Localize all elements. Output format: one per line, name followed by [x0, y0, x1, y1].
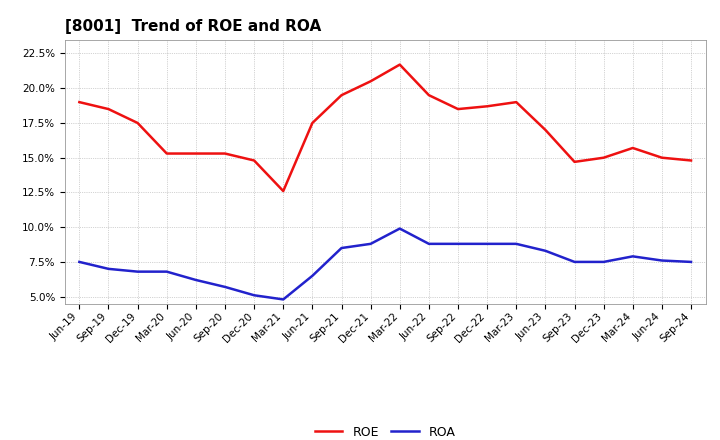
- ROA: [570, 259, 579, 264]
- ROA: [366, 241, 375, 246]
- ROE: [192, 151, 200, 156]
- ROA: [75, 259, 84, 264]
- ROE: [657, 155, 666, 160]
- ROA: [250, 293, 258, 298]
- ROE: [395, 62, 404, 67]
- ROE: [366, 79, 375, 84]
- ROA: [395, 226, 404, 231]
- ROA: [599, 259, 608, 264]
- ROE: [541, 127, 550, 132]
- Line: ROA: ROA: [79, 228, 691, 300]
- ROE: [250, 158, 258, 163]
- ROA: [192, 277, 200, 282]
- ROA: [657, 258, 666, 263]
- ROA: [220, 284, 229, 290]
- ROA: [104, 266, 113, 271]
- ROA: [454, 241, 462, 246]
- ROE: [512, 99, 521, 105]
- ROE: [308, 120, 317, 125]
- ROA: [629, 254, 637, 259]
- Line: ROE: ROE: [79, 65, 691, 191]
- ROE: [279, 188, 287, 194]
- ROA: [337, 246, 346, 251]
- ROE: [104, 106, 113, 112]
- ROE: [454, 106, 462, 112]
- ROA: [687, 259, 696, 264]
- ROE: [220, 151, 229, 156]
- ROE: [75, 99, 84, 105]
- ROE: [570, 159, 579, 165]
- ROA: [425, 241, 433, 246]
- ROA: [308, 273, 317, 279]
- ROE: [629, 145, 637, 150]
- ROE: [483, 104, 492, 109]
- ROA: [133, 269, 142, 274]
- ROE: [425, 92, 433, 98]
- ROA: [279, 297, 287, 302]
- ROE: [163, 151, 171, 156]
- ROA: [483, 241, 492, 246]
- ROE: [599, 155, 608, 160]
- Legend: ROE, ROA: ROE, ROA: [310, 421, 461, 440]
- ROE: [337, 92, 346, 98]
- ROA: [163, 269, 171, 274]
- ROA: [512, 241, 521, 246]
- ROE: [133, 120, 142, 125]
- Text: [8001]  Trend of ROE and ROA: [8001] Trend of ROE and ROA: [65, 19, 321, 34]
- ROA: [541, 248, 550, 253]
- ROE: [687, 158, 696, 163]
